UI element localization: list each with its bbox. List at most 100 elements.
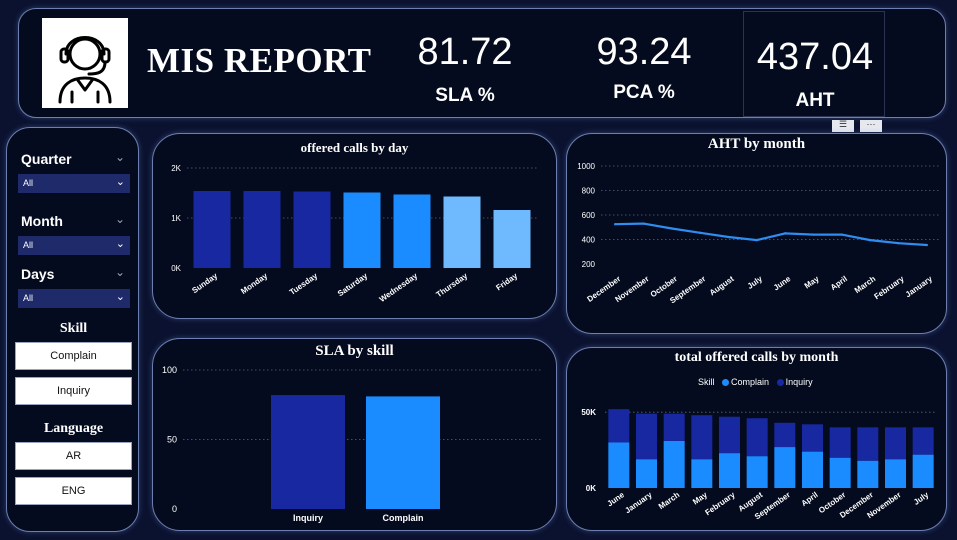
quarter-collapse-chevron-icon[interactable]: ⌄: [115, 150, 126, 164]
y-tick-label: 0: [172, 504, 177, 514]
y-tick-label: 1K: [171, 214, 181, 223]
y-tick-label: 1000: [577, 162, 595, 171]
bar-thursday: [443, 196, 481, 268]
x-tick-label: Tuesday: [288, 271, 320, 297]
chevron-down-icon: ⌄: [115, 291, 125, 303]
skill-option-inquiry[interactable]: Inquiry: [15, 377, 132, 405]
y-tick-label: 50K: [581, 408, 596, 417]
aht-line: [615, 222, 927, 247]
legend-dot-inquiry: [776, 378, 784, 386]
x-tick-label: January: [623, 490, 654, 515]
x-tick-label: Saturday: [336, 271, 370, 298]
bar-monday: [243, 191, 281, 268]
month-dropdown[interactable]: All ⌄: [18, 236, 130, 255]
bar-sunday: [193, 191, 231, 268]
chevron-down-icon: ⌄: [115, 176, 125, 188]
x-tick-label: Complain: [382, 513, 423, 523]
x-tick-label: March: [657, 490, 682, 511]
x-tick-label: Wednesday: [378, 271, 420, 304]
bar-march-inquiry: [663, 413, 685, 441]
y-tick-label: 200: [582, 260, 596, 269]
bar-may-inquiry: [691, 415, 713, 460]
chart-legend: Skill Complain Inquiry: [698, 377, 813, 387]
filter-icon[interactable]: ☰: [832, 120, 854, 132]
bar-friday: [493, 210, 531, 268]
sla-by-skill-title: SLA by skill: [315, 343, 394, 359]
y-tick-label: 100: [162, 365, 177, 375]
sla-by-skill-chart: 0 50 100 Inquiry Complain: [162, 365, 543, 523]
y-tick-label: 800: [582, 187, 596, 196]
x-tick-label: May: [803, 274, 821, 291]
bar-march-complain: [663, 440, 685, 488]
x-tick-label: June: [606, 490, 627, 508]
y-tick-label: 0K: [586, 484, 596, 493]
month-dropdown-value: All: [23, 240, 34, 250]
x-tick-label: May: [691, 490, 709, 507]
quarter-slicer-title: Quarter: [21, 151, 72, 167]
bar-december-complain: [857, 460, 879, 488]
legend-label-complain[interactable]: Complain: [731, 377, 770, 387]
sla-kpi-value: 81.72: [417, 31, 513, 73]
bar-february-complain: [719, 453, 740, 488]
logo: [42, 18, 128, 108]
x-tick-label: Friday: [494, 271, 519, 292]
bar-saturday: [343, 192, 381, 268]
bar-wednesday: [393, 194, 431, 268]
aht-by-month-chart: 2004006008001000DecemberNovemberOctoberS…: [577, 162, 941, 305]
legend-dot-complain: [722, 378, 730, 386]
aht-kpi-card: 437.04 AHT: [743, 11, 885, 117]
headset-agent-icon: [58, 36, 112, 104]
y-tick-label: 50: [167, 435, 177, 445]
bar-august-complain: [746, 456, 768, 488]
x-tick-label: Sunday: [190, 271, 219, 295]
bar-december-inquiry: [857, 427, 879, 461]
bar-september-inquiry: [774, 422, 796, 448]
skill-slicer-title: Skill: [59, 321, 88, 336]
y-tick-label: 400: [582, 236, 596, 245]
x-tick-label: July: [746, 274, 765, 291]
days-slicer-title: Days: [21, 266, 55, 282]
offered-calls-by-day-title: offered calls by day: [300, 140, 409, 155]
bar-june-inquiry: [608, 409, 630, 443]
y-tick-label: 0K: [171, 264, 181, 273]
x-tick-label: Thursday: [434, 271, 469, 299]
sla-kpi-label: SLA %: [435, 85, 495, 106]
bar-january-complain: [636, 459, 657, 488]
aht-kpi-label: AHT: [795, 90, 835, 111]
y-tick-label: 2K: [171, 164, 181, 173]
more-options-icon[interactable]: ⋯: [860, 120, 882, 132]
bar-inquiry: [271, 395, 345, 509]
bar-july-inquiry: [912, 427, 934, 455]
x-tick-label: June: [772, 274, 793, 292]
aht-kpi-value: 437.04: [756, 36, 874, 78]
language-option-ar[interactable]: AR: [15, 442, 132, 470]
skill-option-complain[interactable]: Complain: [15, 342, 132, 370]
days-dropdown[interactable]: All ⌄: [18, 289, 130, 308]
bar-october-complain: [829, 457, 851, 488]
pca-kpi-label: PCA %: [613, 82, 675, 103]
language-option-eng[interactable]: ENG: [15, 477, 132, 505]
sla-by-skill-card: SLA by skill 0 50 100 Inquiry Complain: [152, 338, 557, 531]
bar-november-inquiry: [885, 427, 906, 460]
x-tick-label: February: [872, 274, 906, 301]
bar-january-inquiry: [636, 413, 657, 460]
bar-june-complain: [608, 442, 630, 488]
total-offered-calls-by-month-title: total offered calls by month: [674, 350, 839, 365]
offered-calls-by-day-card: offered calls by day 0K 1K 2K Sunday Monday T…: [152, 133, 557, 319]
offered-calls-by-day-chart: 0K 1K 2K Sunday Monday Tuesday Saturday Wednesd…: [171, 164, 537, 304]
bar-september-complain: [774, 447, 796, 488]
bar-tuesday: [293, 191, 331, 268]
days-collapse-chevron-icon[interactable]: ⌄: [115, 265, 126, 279]
x-tick-label: February: [703, 490, 737, 517]
x-tick-label: July: [912, 490, 931, 507]
x-tick-label: Monday: [239, 271, 269, 296]
bar-april-complain: [802, 451, 823, 488]
legend-label-inquiry[interactable]: Inquiry: [785, 377, 813, 387]
x-tick-label: January: [904, 274, 935, 299]
aht-by-month-title: AHT by month: [707, 136, 806, 152]
quarter-dropdown[interactable]: All ⌄: [18, 174, 130, 193]
month-collapse-chevron-icon[interactable]: ⌄: [115, 212, 126, 226]
report-title: MIS REPORT: [147, 41, 372, 80]
bar-august-inquiry: [746, 418, 768, 457]
legend-title: Skill: [698, 377, 715, 387]
